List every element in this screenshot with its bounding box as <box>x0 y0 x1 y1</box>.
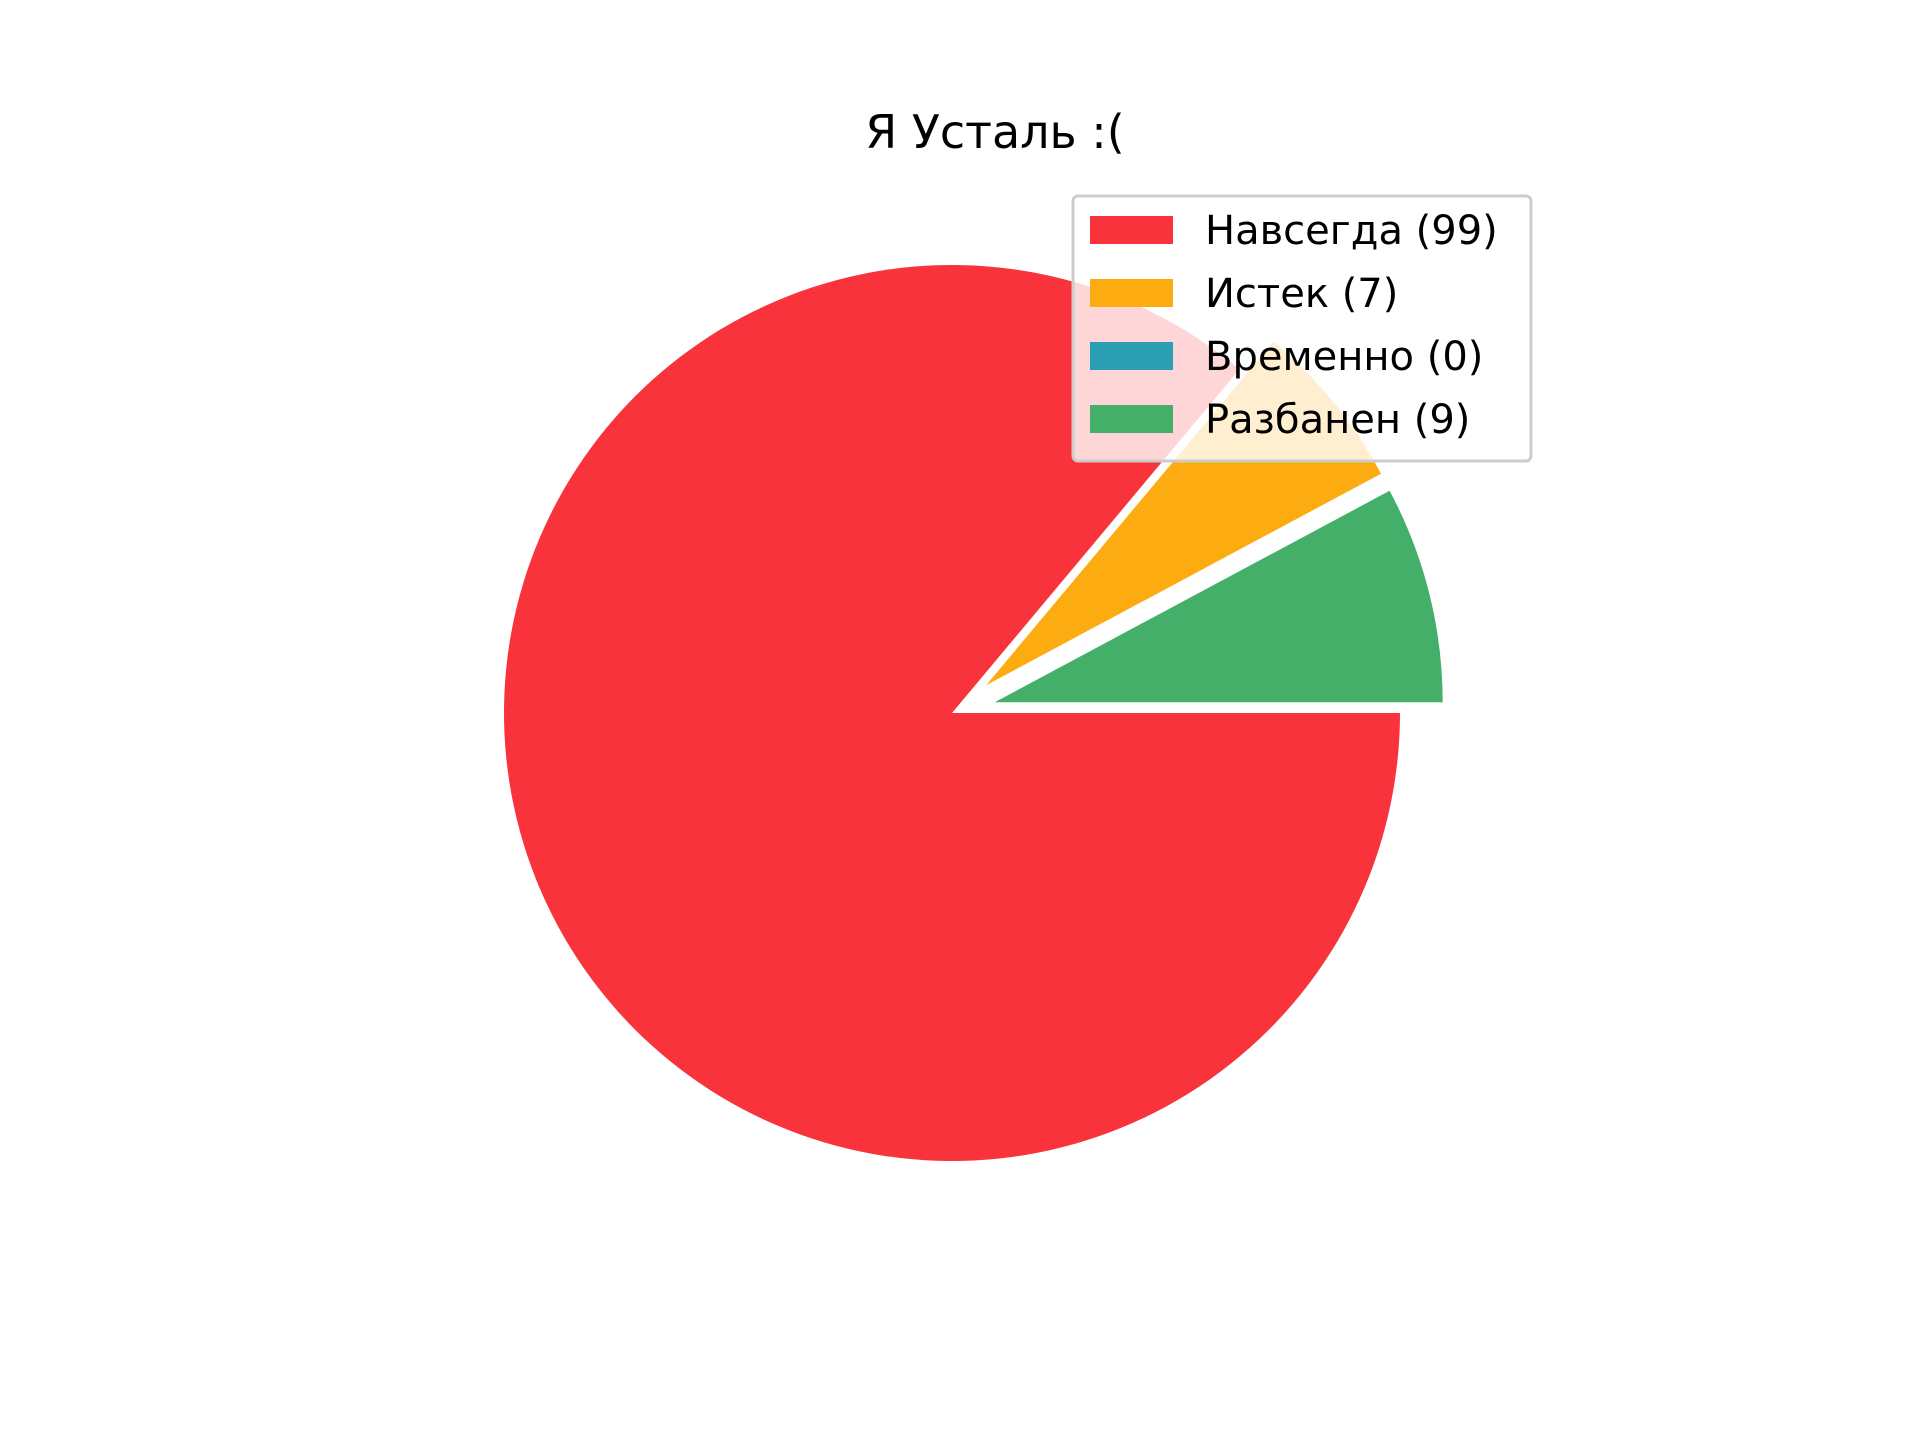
pie-slice-3 <box>994 490 1443 703</box>
legend-swatch-1 <box>1090 279 1173 307</box>
legend-label-1: Истек (7) <box>1205 271 1398 317</box>
pie-slice-0 <box>504 265 1401 1162</box>
legend-swatch-3 <box>1090 405 1173 433</box>
legend-swatch-2 <box>1090 342 1173 370</box>
legend: Навсегда (99) Истек (7) Временно (0) Разбан… <box>1071 194 1533 463</box>
legend-label-2: Временно (0) <box>1205 334 1483 380</box>
legend-label-0: Навсегда (99) <box>1205 208 1498 254</box>
legend-swatch-0 <box>1090 216 1173 244</box>
chart-title: Я Усталь :( <box>865 105 1124 159</box>
legend-frame <box>1071 194 1533 463</box>
legend-label-3: Разбанен (9) <box>1205 397 1470 443</box>
